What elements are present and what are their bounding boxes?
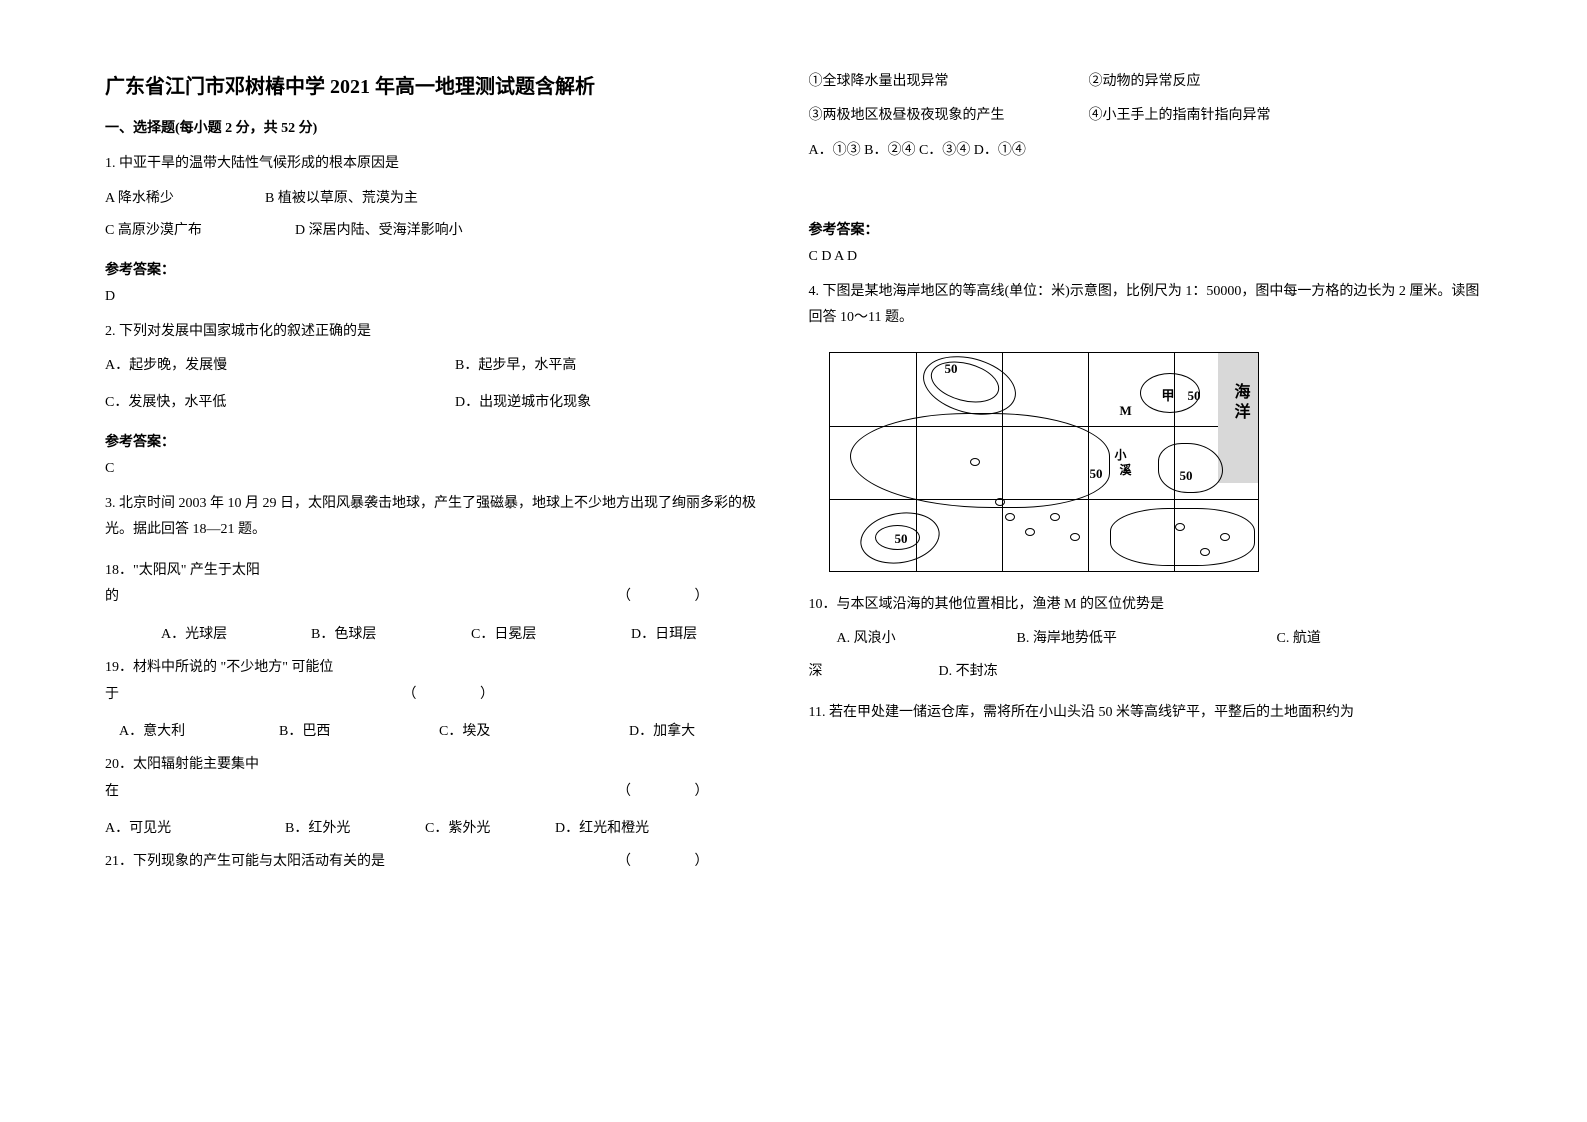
q18-opt-c: C．日冕层	[471, 623, 631, 643]
q19-opt-d: D．加拿大	[629, 720, 695, 740]
question-18: 18．"太阳风" 产生于太阳 的 （ ）	[105, 558, 779, 611]
q1-opt-b: B 植被以草原、荒漠为主	[265, 186, 418, 213]
q21-answer-label: 参考答案：	[809, 219, 1483, 239]
q1-opt-c: C 高原沙漠广布	[105, 218, 295, 245]
q1-answer-label: 参考答案：	[105, 259, 779, 279]
q18-text: 18．"太阳风" 产生于太阳	[105, 558, 779, 585]
q20-opt-a: A．可见光	[105, 817, 285, 837]
q21-text: 21．下列现象的产生可能与太阳活动有关的是	[105, 854, 385, 869]
q2-opt-a: A．起步晚，发展慢	[105, 353, 455, 380]
jia-label: 甲	[1162, 385, 1175, 404]
contour-map-diagram: 海洋 50 50 50 50 50 M 甲 小 溪	[829, 352, 1259, 572]
q18-text2: 的	[105, 589, 119, 604]
q21-s4: ④小王手上的指南针指向异常	[1089, 104, 1271, 124]
right-column: ①全球降水量出现异常 ②动物的异常反应 ③两极地区极昼极夜现象的产生 ④小王手上…	[794, 70, 1498, 1082]
q2-opt-d: D．出现逆城市化现象	[455, 390, 591, 417]
q20-options: A．可见光 B．红外光 C．紫外光 D．红光和橙光	[105, 817, 779, 837]
q19-opt-c: C．埃及	[439, 720, 629, 740]
q21-s2: ②动物的异常反应	[1089, 70, 1201, 90]
q19-options: A．意大利 B．巴西 C．埃及 D．加拿大	[119, 720, 779, 740]
q2-opt-c: C．发展快，水平低	[105, 390, 455, 417]
question-21: 21．下列现象的产生可能与太阳活动有关的是 （ ）	[105, 849, 779, 876]
document-title: 广东省江门市邓树椿中学 2021 年高一地理测试题含解析	[105, 70, 779, 99]
q21-s3: ③两极地区极昼极夜现象的产生	[809, 104, 1089, 124]
paren: （ ）	[403, 687, 525, 702]
section-header: 一、选择题(每小题 2 分，共 52 分)	[105, 117, 779, 137]
q2-answer-label: 参考答案：	[105, 431, 779, 451]
q10-opt-b: B. 海岸地势低平	[1017, 626, 1277, 653]
q10-text: 10．与本区域沿海的其他位置相比，渔港 M 的区位优势是	[809, 592, 1483, 619]
q1-opt-d: D 深居内陆、受海洋影响小	[295, 218, 463, 245]
contour-50: 50	[1180, 468, 1193, 484]
q18-options: A．光球层 B．色球层 C．日冕层 D．日珥层	[161, 623, 779, 643]
q18-opt-b: B．色球层	[311, 623, 471, 643]
q10-opt-c: C. 航道	[1277, 626, 1321, 653]
q20-text2: 在	[105, 784, 119, 799]
paren: （ ）	[617, 849, 739, 876]
q2-text: 2. 下列对发展中国家城市化的叙述正确的是	[105, 319, 779, 346]
contour-50: 50	[1090, 466, 1103, 482]
q19-text: 19．材料中所说的 "不少地方" 可能位	[105, 655, 779, 682]
contour-50: 50	[1188, 388, 1201, 404]
q21-statements-1: ①全球降水量出现异常 ②动物的异常反应	[809, 70, 1483, 90]
q20-opt-d: D．红光和橙光	[555, 817, 649, 837]
q1-opt-a: A 降水稀少	[105, 186, 265, 213]
q19-opt-a: A．意大利	[119, 720, 279, 740]
q10-opt-c2: 深	[809, 659, 939, 686]
question-20: 20．太阳辐射能主要集中 在 （ ）	[105, 752, 779, 805]
q1-answer: D	[105, 289, 779, 305]
contour-50: 50	[895, 531, 908, 547]
q20-text: 20．太阳辐射能主要集中	[105, 752, 779, 779]
q10-opt-d: D. 不封冻	[939, 659, 998, 686]
question-10: 10．与本区域沿海的其他位置相比，渔港 M 的区位优势是 A. 风浪小 B. 海…	[809, 592, 1483, 686]
question-19: 19．材料中所说的 "不少地方" 可能位 于 （ ）	[105, 655, 779, 708]
q2-opt-b: B．起步早，水平高	[455, 353, 576, 380]
m-label: M	[1120, 403, 1132, 419]
q19-opt-b: B．巴西	[279, 720, 439, 740]
q21-opts: A．①③ B．②④ C．③④ D．①④	[809, 138, 1483, 165]
question-2: 2. 下列对发展中国家城市化的叙述正确的是 A．起步晚，发展慢 B．起步早，水平…	[105, 319, 779, 417]
q21-s1: ①全球降水量出现异常	[809, 70, 1089, 90]
creek-label-2: 溪	[1120, 461, 1132, 478]
paren: （ ）	[617, 584, 739, 611]
q1-text: 1. 中亚干旱的温带大陆性气候形成的根本原因是	[105, 151, 779, 178]
q2-answer: C	[105, 461, 779, 477]
question-11: 11. 若在甲处建一储运仓库，需将所在小山头沿 50 米等高线铲平，平整后的土地…	[809, 700, 1483, 727]
q20-opt-c: C．紫外光	[425, 817, 555, 837]
q19-text2: 于	[105, 687, 119, 702]
q18-opt-a: A．光球层	[161, 623, 311, 643]
sea-label: 海洋	[1228, 383, 1252, 423]
q10-opt-a: A. 风浪小	[837, 626, 1017, 653]
paren: （ ）	[617, 779, 739, 806]
q18-opt-d: D．日珥层	[631, 623, 697, 643]
q20-opt-b: B．红外光	[285, 817, 425, 837]
left-column: 广东省江门市邓树椿中学 2021 年高一地理测试题含解析 一、选择题(每小题 2…	[90, 70, 794, 1082]
question-1: 1. 中亚干旱的温带大陆性气候形成的根本原因是 A 降水稀少 B 植被以草原、荒…	[105, 151, 779, 245]
question-3-intro: 3. 北京时间 2003 年 10 月 29 日，太阳风暴袭击地球，产生了强磁暴…	[105, 491, 779, 544]
contour-50: 50	[945, 361, 958, 377]
q21-answer: C D A D	[809, 249, 1483, 265]
q21-statements-2: ③两极地区极昼极夜现象的产生 ④小王手上的指南针指向异常	[809, 104, 1483, 124]
question-4: 4. 下图是某地海岸地区的等高线(单位：米)示意图，比例尺为 1：50000，图…	[809, 279, 1483, 332]
